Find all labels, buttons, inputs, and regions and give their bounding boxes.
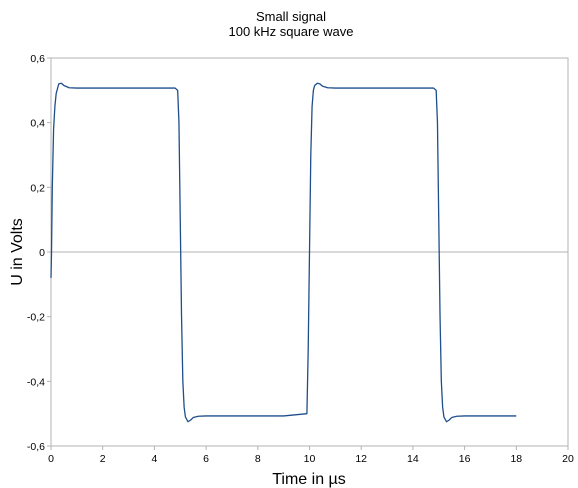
x-tick-label: 14 xyxy=(407,453,419,465)
x-tick-label: 4 xyxy=(151,453,157,465)
x-tick-label: 0 xyxy=(48,453,54,465)
x-tick-label: 8 xyxy=(255,453,261,465)
x-axis-ticks: 0 2 4 6 8 10 12 14 16 18 20 xyxy=(48,446,574,465)
chart-title: Small signal xyxy=(256,9,326,24)
y-tick-label: -0,2 xyxy=(27,312,45,324)
x-tick-label: 6 xyxy=(203,453,209,465)
y-tick-label: 0 xyxy=(39,247,45,259)
x-axis-label: Time in µs xyxy=(272,471,346,488)
y-tick-label: 0,6 xyxy=(30,53,45,65)
x-tick-label: 2 xyxy=(100,453,106,465)
y-tick-label: -0,6 xyxy=(27,441,45,453)
y-tick-label: 0,4 xyxy=(30,118,45,130)
x-tick-label: 18 xyxy=(510,453,522,465)
x-tick-label: 16 xyxy=(459,453,471,465)
series-line xyxy=(50,82,517,423)
x-tick-label: 10 xyxy=(304,453,316,465)
y-tick-label: -0,4 xyxy=(27,376,45,388)
y-tick-label: 0,2 xyxy=(30,182,45,194)
y-axis-label: U in Volts xyxy=(9,218,26,286)
chart-subtitle: 100 kHz square wave xyxy=(228,24,353,39)
x-tick-label: 12 xyxy=(355,453,367,465)
x-tick-label: 20 xyxy=(562,453,574,465)
y-axis-ticks: -0,6 -0,4 -0,2 0 0,2 0,4 0,6 xyxy=(27,53,51,453)
